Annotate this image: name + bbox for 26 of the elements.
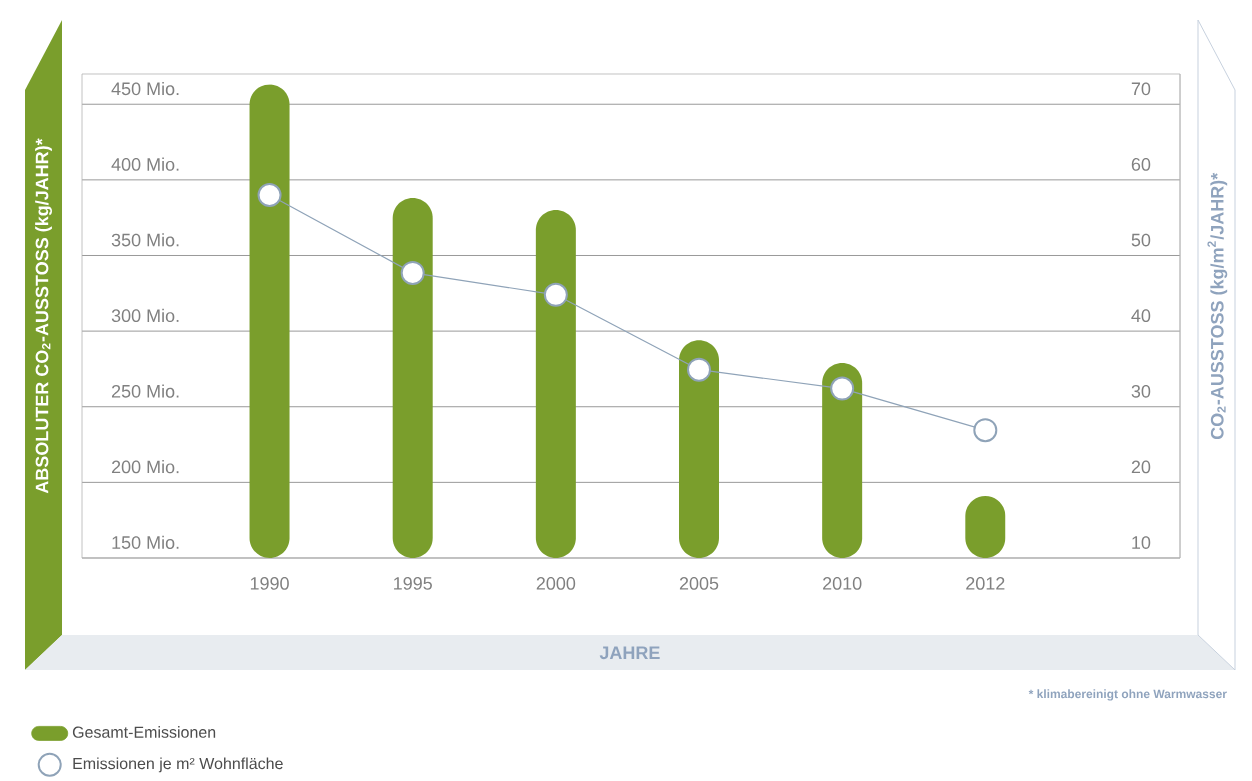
- x-tick-label: 2010: [823, 577, 862, 590]
- y-tick-label: 400 Mio.: [111, 157, 179, 171]
- y-tick-label: 450 Mio.: [111, 81, 179, 96]
- y-tick-label: 250 Mio.: [111, 384, 179, 398]
- y-tick-label: 150 Mio.: [112, 535, 179, 549]
- y-tick-label: 350 Mio.: [111, 233, 179, 247]
- y-axis-title: ABSOLUTER CO$_{2}$-AUSSTOSS (kg/JAHR)*: [35, 138, 53, 494]
- x-axis-title: JAHRE: [599, 646, 660, 660]
- legend-label: Emissionen je m² Wohnfläche: [73, 757, 283, 773]
- y2-tick-label: 20: [1131, 460, 1151, 474]
- x-tick-label: 2005: [679, 577, 719, 590]
- y2-tick-label: 30: [1131, 384, 1151, 398]
- x-tick-label: 2000: [536, 577, 576, 590]
- y2-axis-title: CO$_{2}$-AUSSTOSS (kg/m$^{2}$/JAHR)*: [1207, 172, 1228, 440]
- y-tick-label: 300 Mio.: [111, 308, 179, 323]
- y-tick-label: 200 Mio.: [111, 460, 179, 474]
- y2-tick-label: 60: [1131, 158, 1151, 171]
- y2-tick-label: 70: [1131, 82, 1151, 96]
- y2-tick-label: 40: [1131, 309, 1151, 323]
- x-tick-label: 1990: [250, 577, 289, 590]
- text: * klimabereinigt ohne Warmwasser: [1028, 689, 1227, 701]
- y2-tick-label: 10: [1132, 536, 1151, 549]
- x-tick-label: 1995: [394, 577, 432, 590]
- y2-tick-label: 50: [1131, 233, 1151, 247]
- legend-label: Gesamt-Emissionen: [72, 726, 216, 738]
- x-tick-label: 2012: [966, 577, 1005, 590]
